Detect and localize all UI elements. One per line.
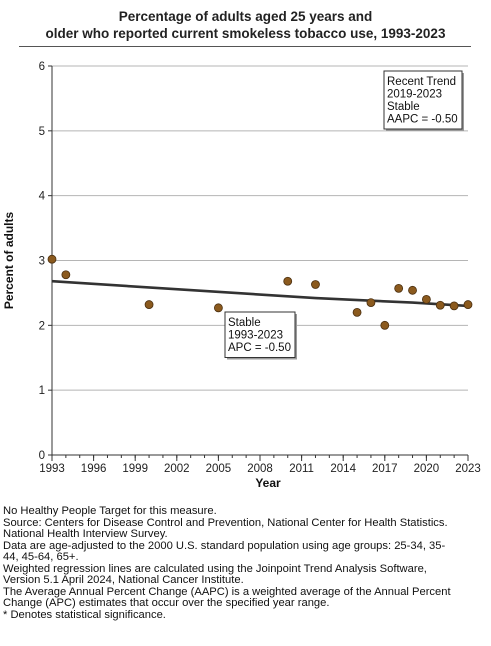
data-point <box>449 301 459 311</box>
footnote-line: The Average Annual Percent Change (AAPC)… <box>3 585 451 598</box>
data-point <box>366 298 376 308</box>
data-point <box>311 280 320 289</box>
overall-trend-annotation-text: 1993-2023 <box>228 330 283 342</box>
data-point <box>435 300 445 310</box>
smokeless-tobacco-chart: 0 1 2 3 4 5 6 1993 1996 1999 2002 2005 2008 2011 2014 2… <box>2 61 481 490</box>
recent-trend-annotation <box>383 70 463 130</box>
recent-trend-annotation-text: 2019-2023 <box>387 89 442 101</box>
data-point <box>408 285 417 295</box>
data-point <box>47 254 57 264</box>
x-tick-label: 2002 <box>164 463 190 475</box>
x-tick-label: 2008 <box>247 463 273 475</box>
data-point <box>283 276 293 286</box>
footnote-line: * Denotes statistical significance. <box>3 608 166 621</box>
y-tick-label: 2 <box>39 320 45 332</box>
recent-trend-annotation-text: AAPC = -0.50 <box>387 114 458 126</box>
footnote-line: Change (APC) estimates that occur over t… <box>3 597 330 609</box>
y-axis-label: Percent of adults <box>2 212 16 310</box>
data-point <box>213 303 223 313</box>
x-tick-label: 1993 <box>39 463 65 475</box>
data-point <box>61 270 71 280</box>
data-point <box>144 300 154 309</box>
x-tick-label: 2005 <box>206 463 232 475</box>
footnote-line: National Health Interview Survey. <box>3 528 168 540</box>
y-tick-label: 6 <box>39 61 45 73</box>
data-point <box>394 283 404 293</box>
footnote-line: No Healthy People Target for this measur… <box>3 505 217 517</box>
trend-line <box>51 279 469 308</box>
x-tick-label: 2011 <box>289 463 314 475</box>
y-tick-label: 1 <box>39 385 45 397</box>
chart-title-line-1: Percentage of adults aged 25 years and <box>118 9 373 24</box>
x-tick-label: 2017 <box>372 463 398 475</box>
data-point <box>380 320 390 330</box>
overall-trend-annotation <box>224 311 296 358</box>
y-tick-label: 4 <box>39 191 46 203</box>
recent-trend-annotation-text: Recent Trend <box>387 76 456 88</box>
overall-trend-annotation-text: APC = -0.50 <box>228 342 291 354</box>
chart-title-line-2: older who reported current smokeless tob… <box>45 26 446 41</box>
footnote-line: Version 5.1 April 2024, National Cancer … <box>3 574 244 586</box>
x-axis-label: Year <box>255 476 281 490</box>
x-tick-label: 1996 <box>81 463 107 475</box>
data-point <box>352 307 362 317</box>
x-tick-label: 2014 <box>330 463 356 475</box>
overall-trend-annotation-text: Stable <box>228 317 261 329</box>
footnote-line: 44, 45-64, 65+. <box>3 551 79 563</box>
recent-trend-annotation-text: Stable <box>387 101 420 113</box>
data-point <box>421 294 431 304</box>
y-tick-label: 0 <box>39 450 45 462</box>
footnote-line: Source: Centers for Disease Control and … <box>3 516 448 529</box>
footnotes: No Healthy People Target for this measur… <box>3 505 489 621</box>
x-tick-label: 2023 <box>455 463 481 475</box>
footnote-line: Weighted regression lines are calculated… <box>3 562 427 575</box>
x-tick-label: 2020 <box>414 463 440 475</box>
title-divider <box>19 46 471 47</box>
data-point <box>463 300 473 309</box>
y-tick-label: 5 <box>39 126 45 138</box>
footnote-line: Data are age-adjusted to the 2000 U.S. s… <box>3 539 446 552</box>
x-tick-label: 1999 <box>122 463 148 475</box>
y-tick-label: 3 <box>39 256 45 268</box>
chart-title: Percentage of adults aged 25 years and o… <box>0 8 491 42</box>
